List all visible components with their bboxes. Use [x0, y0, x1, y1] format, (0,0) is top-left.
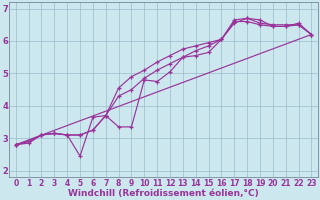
- X-axis label: Windchill (Refroidissement éolien,°C): Windchill (Refroidissement éolien,°C): [68, 189, 259, 198]
